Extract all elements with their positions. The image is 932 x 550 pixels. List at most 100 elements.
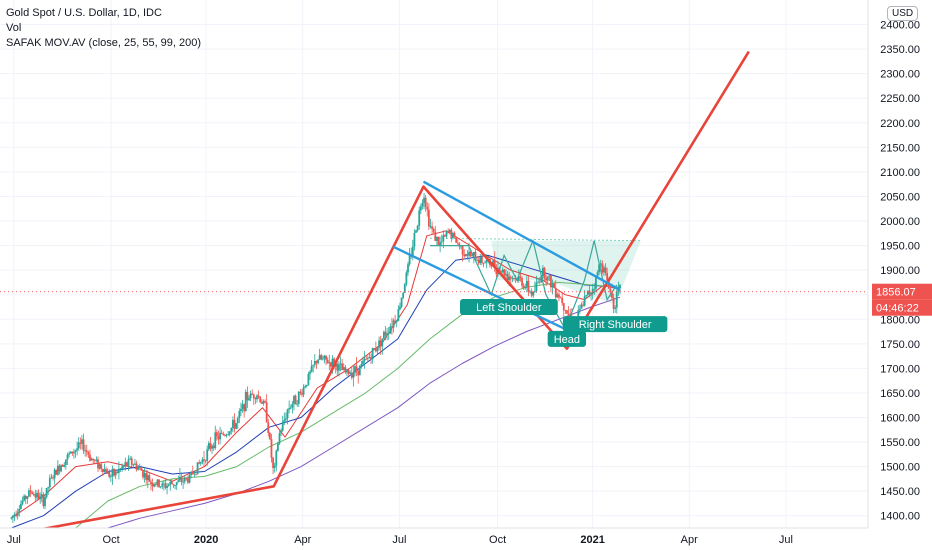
time-tick-label: Jul <box>779 534 793 546</box>
candle-body <box>439 242 442 245</box>
candle-body <box>615 291 618 308</box>
candle-body <box>471 255 474 257</box>
candle-body <box>551 283 554 288</box>
currency-badge[interactable]: USD <box>887 6 919 21</box>
candle-body <box>214 432 217 449</box>
candle-body <box>257 395 260 397</box>
candle-body <box>26 496 29 499</box>
candle-body <box>143 473 146 478</box>
candle-body <box>153 484 156 487</box>
candle-body <box>546 276 549 281</box>
candle-body <box>81 439 83 444</box>
candle-body <box>365 358 368 360</box>
candle-body <box>100 464 103 469</box>
candle-body <box>612 297 615 309</box>
candle-body <box>434 231 437 241</box>
candle-body <box>533 290 536 292</box>
candle-body <box>244 391 247 412</box>
candle-body <box>74 450 77 452</box>
candle-body <box>448 229 451 233</box>
time-axis[interactable]: Jul Oct 2020 Apr Jul Oct 2021 Apr Jul <box>0 527 932 550</box>
candle-body <box>469 251 472 257</box>
candle-body <box>190 471 193 476</box>
candle-body <box>424 197 427 207</box>
candle-body <box>389 326 392 334</box>
candle-body <box>399 306 401 310</box>
candle-body <box>167 484 170 486</box>
candle-body <box>50 477 53 479</box>
candle-body <box>10 517 13 519</box>
candle-body <box>595 276 597 289</box>
candle-body <box>614 307 617 309</box>
candle-body <box>89 454 91 461</box>
candle-body <box>164 483 167 488</box>
price-tick-label: 1500.00 <box>880 462 920 474</box>
candle-body <box>77 442 80 449</box>
candle-body <box>183 478 186 482</box>
price-axis[interactable]: 1400.00 1450.00 1500.00 1550.00 1600.00 1650.… <box>867 0 932 550</box>
candle-body <box>485 259 488 263</box>
candle-body <box>97 459 99 469</box>
candle-body <box>416 225 419 231</box>
candle-body <box>583 295 586 306</box>
candle-body <box>236 418 239 424</box>
time-tick-label: Oct <box>103 534 120 546</box>
candle-body <box>219 432 221 440</box>
candle-body <box>21 500 24 504</box>
candle-body <box>124 462 127 467</box>
candle-body <box>28 490 30 497</box>
candle-body <box>73 451 75 454</box>
candle-body <box>542 267 544 276</box>
price-tick-label: 2100.00 <box>880 167 920 179</box>
candle-body <box>185 478 188 479</box>
indicator-label[interactable]: SAFAK MOV.AV (close, 25, 55, 99, 200) <box>6 37 202 49</box>
candle-body <box>474 251 477 261</box>
symbol-title[interactable]: Gold Spot / U.S. Dollar, 1D, IDC <box>6 7 162 19</box>
candle-body <box>431 226 433 229</box>
candle-body <box>517 276 520 281</box>
candle-body <box>307 373 310 385</box>
price-tick-label: 1750.00 <box>880 339 920 351</box>
candle-body <box>358 365 361 376</box>
candle-body <box>195 473 197 475</box>
candle-body <box>90 458 93 461</box>
candle-body <box>400 297 403 307</box>
candle-body <box>199 462 202 464</box>
candle-body <box>395 320 398 323</box>
candle-body <box>472 251 475 256</box>
candle-body <box>543 267 546 278</box>
candle-body <box>228 431 231 435</box>
candle-body <box>52 477 54 479</box>
candle-body <box>611 292 613 298</box>
ma-line <box>107 296 621 529</box>
candle-body <box>603 267 605 273</box>
candle-body <box>109 476 112 478</box>
candle-body <box>452 233 454 239</box>
candle-body <box>527 280 530 293</box>
candle-body <box>305 384 308 387</box>
candle-body <box>180 476 183 482</box>
candle-body <box>265 402 268 423</box>
candle-body <box>599 263 602 265</box>
candle-body <box>392 320 395 328</box>
pattern-labels: Left Shoulder Head Right Shoulder <box>459 298 668 347</box>
candle-body <box>188 475 191 483</box>
candle-body <box>315 360 318 364</box>
candle-body <box>276 443 279 451</box>
candle-body <box>323 355 326 359</box>
neckline-top <box>429 237 641 242</box>
candle-body <box>142 470 144 478</box>
candle-body <box>564 310 567 311</box>
candle-body <box>391 326 393 328</box>
candle-body <box>278 433 281 444</box>
volume-label[interactable]: Vol <box>6 22 22 34</box>
grid-lines <box>0 0 868 528</box>
candle-body <box>162 483 165 485</box>
candle-body <box>368 357 371 358</box>
last-price-value: 1856.07 <box>876 287 916 299</box>
candle-body <box>582 304 584 306</box>
candle-body <box>53 469 56 479</box>
candle-body <box>241 404 244 409</box>
candle-body <box>119 468 122 470</box>
